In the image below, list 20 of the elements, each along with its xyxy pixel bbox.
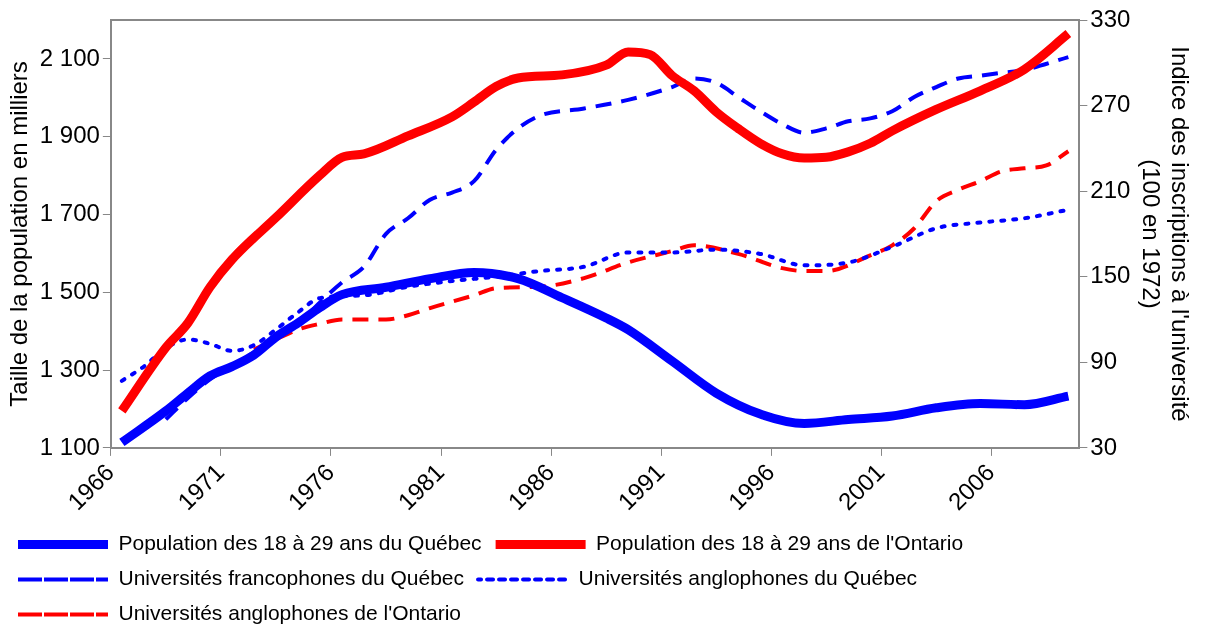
line-series xyxy=(251,149,1071,352)
y2-tick-label: 30 xyxy=(1090,432,1118,460)
legend-label: Universités francophones du Québec xyxy=(118,566,465,590)
y-tick-label: 1 100 xyxy=(39,432,100,460)
y2-tick-label: 210 xyxy=(1090,175,1131,203)
y2-tick-label: 330 xyxy=(1090,4,1131,32)
y-tick-label: 1 300 xyxy=(39,354,100,382)
y-tick-label: 2 100 xyxy=(39,43,100,71)
y2-tick-label: 150 xyxy=(1090,261,1131,289)
y2-tick-label: 270 xyxy=(1090,90,1131,118)
y2-axis-title: Indice des inscriptions à l'université (100 en 1972) xyxy=(1138,46,1194,422)
y-tick-label: 1 900 xyxy=(39,121,100,149)
legend-label: Universités anglophones du Québec xyxy=(578,566,918,590)
y2-tick-label: 90 xyxy=(1090,346,1118,374)
y-tick-label: 1 500 xyxy=(39,276,100,304)
y-axis-title: Taille de la population en milliers xyxy=(5,61,33,407)
legend-label: Universités anglophones de l'Ontario xyxy=(118,601,462,625)
legend-label: Population des 18 à 29 ans de l'Ontario xyxy=(596,531,964,555)
y-tick-label: 1 700 xyxy=(39,199,100,227)
legend-label: Population des 18 à 29 ans du Québec xyxy=(118,531,482,555)
